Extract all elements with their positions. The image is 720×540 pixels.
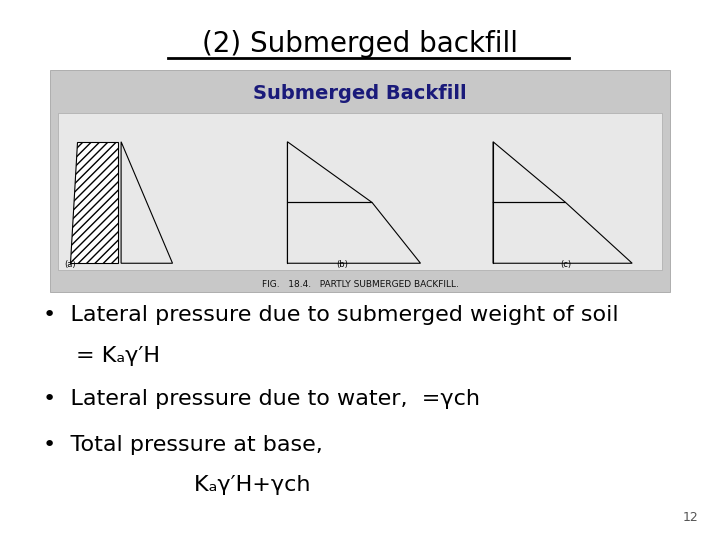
- Text: Submerged Backfill: Submerged Backfill: [253, 84, 467, 103]
- Text: •  Total pressure at base,: • Total pressure at base,: [43, 435, 323, 455]
- FancyBboxPatch shape: [50, 70, 670, 292]
- Text: (b): (b): [336, 260, 348, 269]
- Text: 12: 12: [683, 511, 698, 524]
- Text: = Kₐγ′H: = Kₐγ′H: [76, 346, 160, 366]
- Text: (c): (c): [560, 260, 571, 269]
- Text: (a): (a): [64, 260, 76, 269]
- Text: FIG.   18.4.   PARTLY SUBMERGED BACKFILL.: FIG. 18.4. PARTLY SUBMERGED BACKFILL.: [261, 280, 459, 289]
- Text: (2) Submerged backfill: (2) Submerged backfill: [202, 30, 518, 58]
- FancyBboxPatch shape: [58, 113, 662, 270]
- Text: •  Lateral pressure due to water,  =γᴄh: • Lateral pressure due to water, =γᴄh: [43, 389, 480, 409]
- Text: Kₐγ′H+γᴄh: Kₐγ′H+γᴄh: [137, 475, 310, 495]
- Polygon shape: [70, 142, 118, 263]
- Text: (2) Submerged backfill: (2) Submerged backfill: [0, 30, 158, 58]
- Text: •  Lateral pressure due to submerged weight of soil: • Lateral pressure due to submerged weig…: [43, 305, 618, 325]
